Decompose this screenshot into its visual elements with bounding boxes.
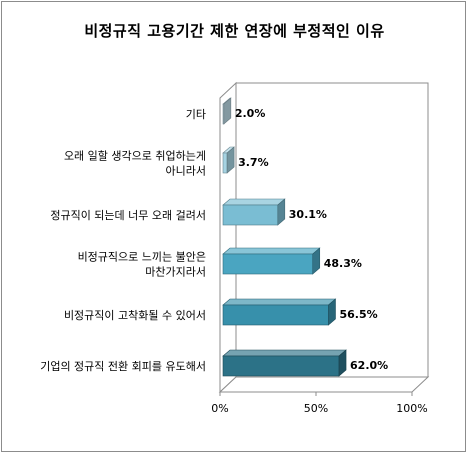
value-label-4: 56.5% bbox=[339, 308, 377, 321]
bar-side-0 bbox=[223, 97, 232, 125]
bar-3 bbox=[222, 247, 321, 275]
bar-front-3 bbox=[222, 253, 314, 275]
bar-top-2 bbox=[222, 198, 286, 206]
category-label-line: 비정규직이 고착화될 수 있어서 bbox=[64, 308, 206, 322]
bar-side-4 bbox=[328, 298, 336, 326]
chart-title: 비정규직 고용기간 제한 연장에 부정적인 이유 bbox=[84, 22, 385, 40]
category-label-line: 정규직이 되는데 너무 오래 걸려서 bbox=[50, 209, 206, 222]
chart-walls bbox=[218, 81, 430, 396]
value-label-0: 2.0% bbox=[235, 107, 266, 120]
category-label-5: 기업의 정규직 전환 회피를 유도해서 bbox=[40, 359, 206, 373]
left-wall bbox=[219, 81, 237, 394]
category-label-0: 기타 bbox=[186, 108, 206, 121]
bar-top-5 bbox=[222, 349, 347, 357]
value-label-5: 62.0% bbox=[350, 359, 388, 372]
bar-1 bbox=[222, 146, 235, 174]
bars bbox=[222, 97, 347, 377]
category-label-line: 마찬가지라서 bbox=[145, 265, 206, 279]
floor bbox=[218, 376, 430, 393]
category-label-line: 기타 bbox=[186, 108, 206, 121]
bar-front-2 bbox=[222, 204, 279, 226]
bar-side-1 bbox=[226, 146, 235, 174]
x-tick-label-1: 50% bbox=[304, 402, 328, 415]
category-label-line: 오래 일할 생각으로 취업하는게 bbox=[64, 149, 206, 163]
bar-top-3 bbox=[222, 247, 321, 255]
bar-side-2 bbox=[277, 198, 286, 226]
category-label-4: 비정규직이 고착화될 수 있어서 bbox=[64, 308, 206, 322]
bar-front-4 bbox=[222, 304, 329, 326]
bar-side-3 bbox=[312, 247, 321, 275]
value-label-1: 3.7% bbox=[238, 156, 269, 169]
category-label-line: 기업의 정규직 전환 회피를 유도해서 bbox=[40, 359, 206, 373]
value-label-2: 30.1% bbox=[289, 208, 327, 221]
bar-4 bbox=[222, 298, 337, 326]
value-label-3: 48.3% bbox=[324, 257, 362, 270]
x-tick-label-0: 0% bbox=[211, 402, 228, 415]
bar-0 bbox=[222, 97, 232, 125]
back-wall bbox=[235, 82, 429, 378]
category-label-2: 정규직이 되는데 너무 오래 걸려서 bbox=[50, 209, 206, 222]
bar-front-1 bbox=[222, 152, 228, 174]
category-label-3: 비정규직으로 느끼는 불안은 마찬가지라서 bbox=[78, 251, 206, 279]
bar-front-5 bbox=[222, 355, 340, 377]
bar-top-4 bbox=[222, 298, 337, 306]
bar-2 bbox=[222, 198, 286, 226]
x-tick-label-2: 100% bbox=[396, 402, 427, 415]
category-label-line: 아니라서 bbox=[166, 165, 206, 178]
category-label-line: 비정규직으로 느끼는 불안은 bbox=[78, 251, 206, 264]
bar-side-5 bbox=[338, 349, 347, 377]
bar-5 bbox=[222, 349, 347, 377]
